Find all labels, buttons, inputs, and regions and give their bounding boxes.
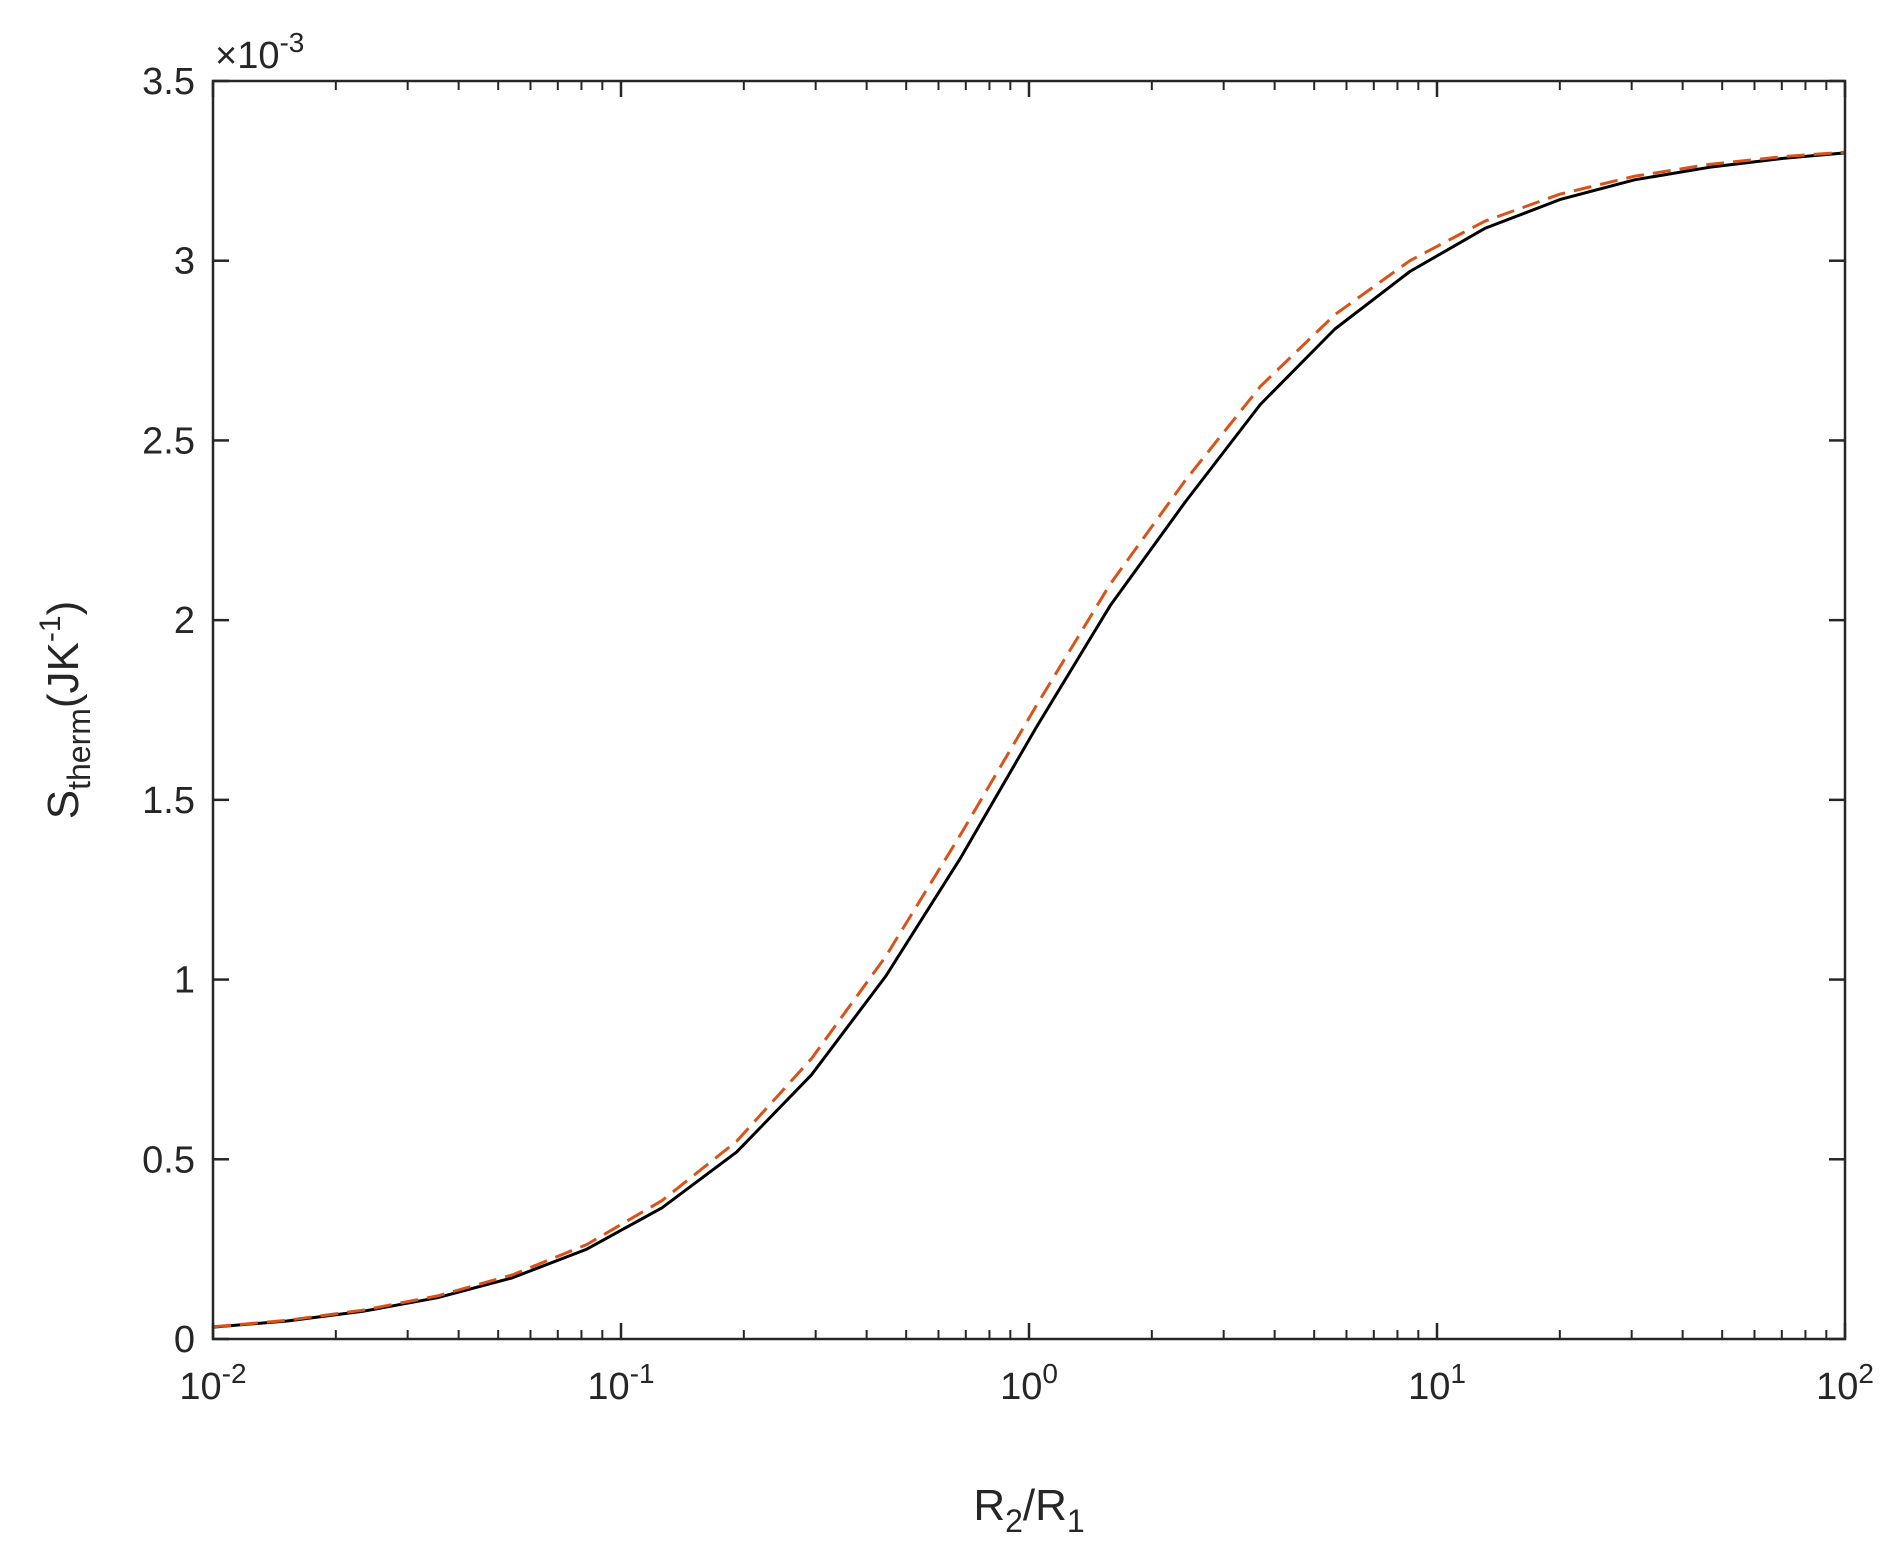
y-tick-label: 2 xyxy=(174,600,195,642)
x-tick-label: 101 xyxy=(1408,1358,1466,1408)
x-tick-label: 100 xyxy=(1000,1358,1058,1408)
y-tick-label: 3.5 xyxy=(142,61,195,103)
series-line-2 xyxy=(212,150,1846,1329)
y-tick-label: 0.5 xyxy=(142,1139,195,1181)
y-exponent-label: ×10-3 xyxy=(215,27,304,77)
y-axis-label: Stherm(JK-1) xyxy=(34,601,97,820)
y-tick-label: 3 xyxy=(174,241,195,283)
x-tick-label: 10-1 xyxy=(587,1358,654,1408)
plot-area-frame xyxy=(211,79,1847,1341)
tick-layer xyxy=(211,79,1847,1341)
x-tick-label: 102 xyxy=(1816,1358,1874,1408)
series-layer xyxy=(212,150,1846,1329)
y-tick-label: 1.5 xyxy=(142,780,195,822)
y-tick-label: 2.5 xyxy=(142,420,195,462)
x-tick-label: 10-2 xyxy=(179,1358,246,1408)
series-line-1 xyxy=(212,151,1846,1329)
y-tick-label: 1 xyxy=(174,960,195,1002)
x-axis-label: R2/R1 xyxy=(973,1481,1084,1539)
tick-label-layer: 0 0.5 1 1.5 2 2.5 3 3.5 10-2 10-1 100 101 102 xyxy=(142,61,1874,1408)
y-tick-label: 0 xyxy=(174,1319,195,1361)
